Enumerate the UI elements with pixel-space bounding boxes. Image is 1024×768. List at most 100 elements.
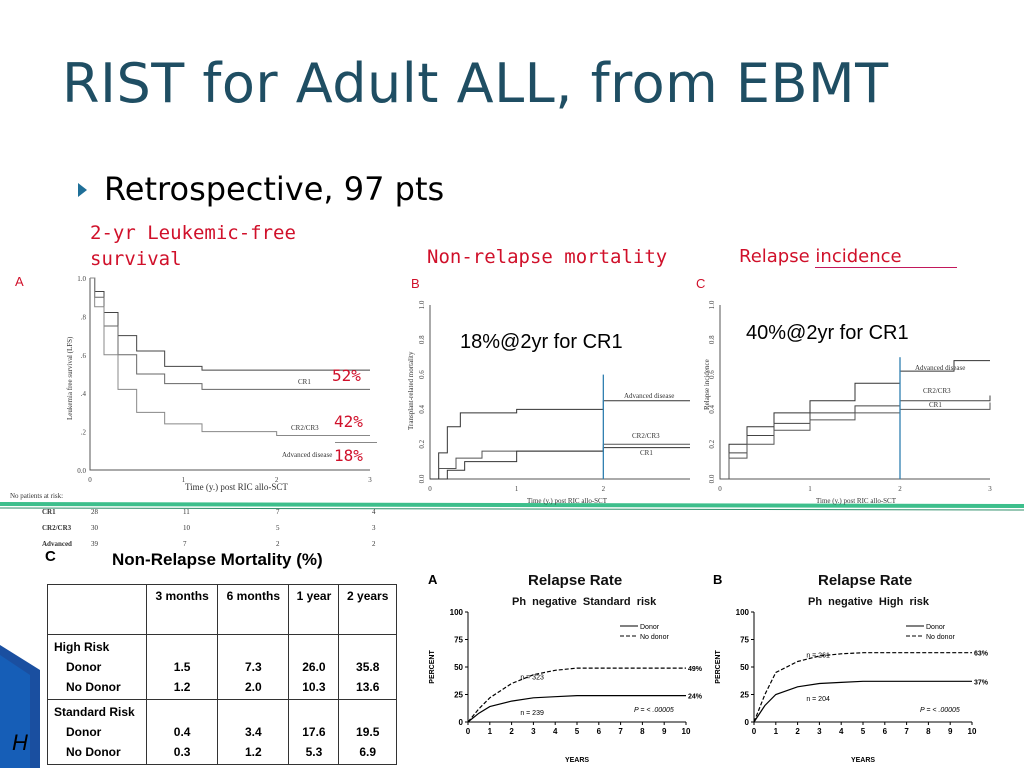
rr-ylabel: PERCENT — [429, 650, 436, 684]
col-header: 3 months — [145, 584, 219, 635]
y-tick-label: 0.8 — [708, 335, 716, 344]
lfs-label-adv: Advanced disease — [282, 451, 333, 459]
lfs-chart: 0.0 .2 .4 .6 .8 1.0 0 1 2 3 — [77, 275, 372, 484]
table-cell: 2.0 — [245, 680, 262, 694]
y-tick-label: .2 — [81, 429, 87, 437]
legend-nodonor-label: No donor — [926, 634, 955, 641]
x-tick-label: 0 — [752, 727, 757, 736]
nrm-table-panel: C Non-Relapse Mortality (%) 3 months 6 m… — [45, 548, 405, 768]
x-tick-label: 1 — [808, 485, 812, 493]
n-donor-label: n = 239 — [520, 710, 544, 717]
table-cell: 5.3 — [305, 745, 323, 759]
x-tick-label: 2 — [275, 476, 279, 484]
series-line-2 — [90, 277, 370, 436]
risk-cell: 11 — [183, 508, 190, 516]
y-tick-label: 0.2 — [418, 439, 426, 448]
x-tick-label: 0 — [718, 485, 722, 493]
nrm-label-cr1: CR1 — [640, 449, 653, 457]
group-label-high: High Risk — [54, 640, 110, 654]
x-tick-label: 1 — [515, 485, 519, 493]
legend-nodonor-label: No donor — [640, 634, 669, 641]
lfs-header-line2: survival — [90, 248, 182, 270]
x-tick-label: 2 — [509, 727, 514, 736]
x-tick-label: 2 — [898, 485, 902, 493]
table-cell: 17.6 — [302, 725, 326, 739]
table-cell: 35.8 — [356, 660, 380, 674]
x-tick-label: 7 — [618, 727, 623, 736]
p-value-label: P = < .00005 — [920, 707, 960, 714]
relapse-a-letter: A — [428, 572, 438, 587]
legend-donor-label: Donor — [926, 624, 946, 631]
x-tick-label: 3 — [817, 727, 822, 736]
nrm-chart: 0.0 0.2 0.4 0.6 0.8 1.0 0 1 2 — [418, 300, 690, 493]
series-no-donor — [753, 652, 972, 723]
rr-xlabel: YEARS — [565, 757, 589, 764]
relapse-chart: 0.0 0.2 0.4 0.6 0.8 1.0 0 1 2 3 — [708, 300, 992, 493]
nrm-panel-letter: B — [411, 276, 420, 291]
bullet-arrow-icon — [78, 183, 87, 197]
lfs-label-cr1: CR1 — [298, 378, 311, 386]
x-tick-label: 5 — [575, 727, 580, 736]
lfs-pct-cr1: 52% — [332, 366, 361, 385]
relapse-annotation: 40%@2yr for CR1 — [746, 322, 909, 344]
y-tick-label: 50 — [454, 663, 463, 672]
x-tick-label: 1 — [488, 727, 493, 736]
group-label-standard: Standard Risk — [54, 705, 135, 719]
col-header: 1 year — [288, 584, 340, 635]
table-cell: 1.5 — [173, 660, 191, 674]
end-donor-label: 24% — [688, 694, 703, 701]
y-tick-label: 0.4 — [708, 405, 716, 414]
lfs-pct-adv: 18% — [334, 446, 363, 465]
risk-row-label: Advanced — [42, 540, 72, 548]
relapse-a-subtitle: Ph negative Standard risk — [512, 596, 657, 608]
nrm-label-adv: Advanced disease — [624, 392, 675, 400]
table-cell: 13.6 — [356, 680, 380, 694]
x-tick-label: 10 — [968, 727, 977, 736]
lfs-divider — [335, 442, 377, 443]
table-cell: 1.2 — [173, 680, 191, 694]
end-nodonor-label: 49% — [688, 666, 703, 673]
row-label: Donor — [66, 725, 102, 739]
relapse-header-b: incidence — [815, 246, 957, 268]
axis — [89, 278, 370, 471]
x-tick-label: 6 — [883, 727, 888, 736]
nrm-table-title: Non-Relapse Mortality (%) — [112, 550, 323, 569]
relapse-a-title: Relapse Rate — [528, 572, 623, 589]
table-cell: 0.4 — [173, 725, 191, 739]
relapse-b-letter: B — [713, 572, 723, 587]
x-tick-label: 1 — [774, 727, 779, 736]
x-tick-label: 0 — [466, 727, 471, 736]
series-donor — [753, 680, 972, 723]
lfs-header-line1: 2-yr Leukemic-free — [90, 222, 296, 244]
decorative-corner-shape — [0, 645, 40, 768]
end-nodonor-label: 63% — [974, 651, 989, 658]
table-cell: 7.3 — [245, 660, 262, 674]
rr-ylabel: PERCENT — [715, 650, 722, 684]
nrm-table-letter: C — [45, 548, 56, 565]
x-tick-label: 3 — [988, 485, 992, 493]
risk-cell: 39 — [91, 540, 98, 548]
nrm-table: 3 months 6 months 1 year 2 years High Ri… — [47, 584, 397, 765]
table-cell: 19.5 — [356, 725, 380, 739]
series-line-0 — [720, 360, 990, 480]
y-tick-label: 75 — [740, 636, 749, 645]
risk-cell: 2 — [372, 540, 376, 548]
y-tick-label: 100 — [736, 608, 750, 617]
risk-cell: 7 — [183, 540, 187, 548]
row-label: No Donor — [66, 680, 121, 694]
x-tick-label: 10 — [682, 727, 691, 736]
lfs-ylabel: Leukemia free survival (LFS) — [66, 336, 74, 420]
lfs-label-cr2: CR2/CR3 — [291, 424, 319, 432]
relapse-panel-letter: C — [696, 276, 706, 291]
y-tick-label: 0.6 — [708, 370, 716, 379]
col-header: 6 months — [217, 584, 290, 635]
risk-cell: 28 — [91, 508, 98, 516]
table-cell: 10.3 — [302, 680, 326, 694]
green-band — [0, 500, 1024, 514]
risk-cell: 7 — [276, 508, 280, 516]
y-tick-label: 0.8 — [418, 335, 426, 344]
n-nodonor-label: n = 261 — [806, 653, 830, 660]
x-tick-label: 4 — [553, 727, 558, 736]
nrm-header: Non-relapse mortality — [427, 246, 668, 268]
series-line-1 — [90, 277, 370, 390]
